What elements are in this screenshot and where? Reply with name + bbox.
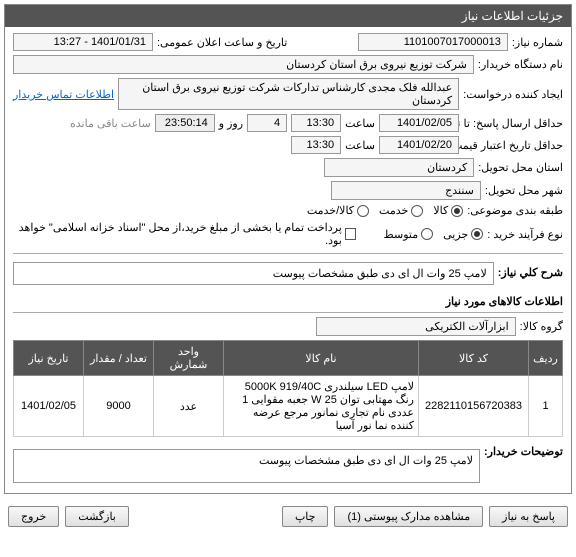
requester-label: ایجاد کننده درخواست: bbox=[463, 88, 563, 101]
col-name: نام کالا bbox=[224, 341, 419, 376]
group-field: ابزارآلات الکتریکی bbox=[316, 317, 516, 336]
city-label: شهر محل تحویل: bbox=[485, 184, 563, 197]
radio-medium-label: متوسط bbox=[384, 228, 419, 241]
radio-icon bbox=[411, 205, 423, 217]
main-panel: جزئیات اطلاعات نیاز شماره نیاز: 11010070… bbox=[4, 4, 572, 494]
exit-button[interactable]: خروج bbox=[8, 506, 59, 527]
purchase-type-label: نوع فرآیند خرید : bbox=[487, 228, 563, 241]
requester-field: عبدالله فلک مجدی کارشناس تدارکات شرکت تو… bbox=[118, 78, 459, 110]
cell-date: 1401/02/05 bbox=[14, 376, 84, 437]
remaining-time: 23:50:14 bbox=[155, 114, 215, 132]
table-row[interactable]: 1 2282110156720383 لامپ LED سیلندری 5000… bbox=[14, 376, 563, 437]
deadline-date: 1401/02/05 bbox=[379, 114, 459, 132]
attachments-button[interactable]: مشاهده مدارک پیوستی (1) bbox=[334, 506, 483, 527]
days-and: روز و bbox=[219, 117, 243, 130]
print-button[interactable]: چاپ bbox=[282, 506, 329, 527]
items-table: ردیف کد کالا نام کالا واحد شمارش تعداد /… bbox=[13, 340, 563, 437]
purchase-type-radio-group: جزیی متوسط bbox=[384, 228, 484, 241]
panel-body: شماره نیاز: 1101007017000013 تاریخ و ساع… bbox=[5, 27, 571, 493]
panel-title: جزئیات اطلاعات نیاز bbox=[5, 5, 571, 27]
buyer-label: نام دستگاه خریدار: bbox=[478, 58, 563, 71]
radio-both[interactable]: کالا/خدمت bbox=[307, 204, 369, 217]
credit-label: حداقل تاریخ اعتبار قیمت: تا تاریخ: bbox=[463, 139, 563, 152]
province-label: استان محل تحویل: bbox=[478, 161, 563, 174]
buyer-notes-value: لامپ 25 وات ال ای دی طبق مشخصات پیوست bbox=[13, 449, 480, 483]
payment-checkbox-label: پرداخت تمام یا بخشی از مبلغ خرید،از محل … bbox=[13, 221, 342, 247]
need-number-field: 1101007017000013 bbox=[358, 33, 508, 51]
announce-field: 1401/01/31 - 13:27 bbox=[13, 33, 153, 51]
buyer-field: شرکت توزیع نیروی برق استان کردستان bbox=[13, 55, 474, 74]
radio-service[interactable]: خدمت bbox=[379, 204, 423, 217]
items-section-title: اطلاعات کالاهای مورد نیاز bbox=[13, 291, 563, 313]
radio-icon bbox=[357, 205, 369, 217]
radio-icon bbox=[421, 228, 433, 240]
back-button[interactable]: بازگشت bbox=[65, 506, 129, 527]
radio-small-label: جزیی bbox=[443, 228, 468, 241]
radio-both-label: کالا/خدمت bbox=[307, 204, 354, 217]
summary-value: لامپ 25 وات ال ای دی طبق مشخصات پیوست bbox=[13, 262, 494, 285]
col-date: تاریخ نیاز bbox=[14, 341, 84, 376]
deadline-time: 13:30 bbox=[291, 114, 341, 132]
radio-medium[interactable]: متوسط bbox=[384, 228, 434, 241]
summary-label: شرح کلي نياز: bbox=[498, 266, 563, 279]
col-index: ردیف bbox=[529, 341, 563, 376]
cell-code: 2282110156720383 bbox=[419, 376, 529, 437]
cell-index: 1 bbox=[529, 376, 563, 437]
checkbox-icon bbox=[345, 228, 357, 240]
col-qty: تعداد / مقدار bbox=[84, 341, 154, 376]
remaining-text: ساعت باقی مانده bbox=[70, 117, 151, 130]
radio-service-label: خدمت bbox=[379, 204, 408, 217]
category-label: طبقه بندی موضوعی: bbox=[467, 204, 563, 217]
radio-icon bbox=[451, 205, 463, 217]
col-code: کد کالا bbox=[419, 341, 529, 376]
deadline-time-label: ساعت bbox=[345, 117, 375, 130]
city-field: سنندج bbox=[331, 181, 481, 200]
category-radio-group: کالا خدمت کالا/خدمت bbox=[307, 204, 463, 217]
cell-qty: 9000 bbox=[84, 376, 154, 437]
credit-date: 1401/02/20 bbox=[379, 136, 459, 154]
radio-goods[interactable]: کالا bbox=[433, 204, 463, 217]
reply-button[interactable]: پاسخ به نیاز bbox=[489, 506, 568, 527]
deadline-label: حداقل ارسال پاسخ: تا تاریخ: bbox=[463, 117, 563, 130]
radio-goods-label: کالا bbox=[433, 204, 448, 217]
buyer-notes-label: توضیحات خریدار: bbox=[484, 445, 563, 458]
payment-checkbox[interactable]: پرداخت تمام یا بخشی از مبلغ خرید،از محل … bbox=[13, 221, 356, 247]
cell-unit: عدد bbox=[154, 376, 224, 437]
button-bar: پاسخ به نیاز مشاهده مدارک پیوستی (1) چاپ… bbox=[0, 498, 576, 535]
credit-time-label: ساعت bbox=[345, 139, 375, 152]
contact-link[interactable]: اطلاعات تماس خریدار bbox=[13, 88, 114, 101]
cell-name: لامپ LED سیلندری 5000K 919/40C رنگ مهتاب… bbox=[224, 376, 419, 437]
radio-small[interactable]: جزیی bbox=[443, 228, 483, 241]
credit-time: 13:30 bbox=[291, 136, 341, 154]
col-unit: واحد شمارش bbox=[154, 341, 224, 376]
deadline-days: 4 bbox=[247, 114, 287, 132]
radio-icon bbox=[471, 228, 483, 240]
need-number-label: شماره نیاز: bbox=[512, 36, 563, 49]
province-field: کردستان bbox=[324, 158, 474, 177]
table-header-row: ردیف کد کالا نام کالا واحد شمارش تعداد /… bbox=[14, 341, 563, 376]
announce-label: تاریخ و ساعت اعلان عمومی: bbox=[157, 36, 287, 49]
group-label: گروه کالا: bbox=[520, 320, 563, 333]
